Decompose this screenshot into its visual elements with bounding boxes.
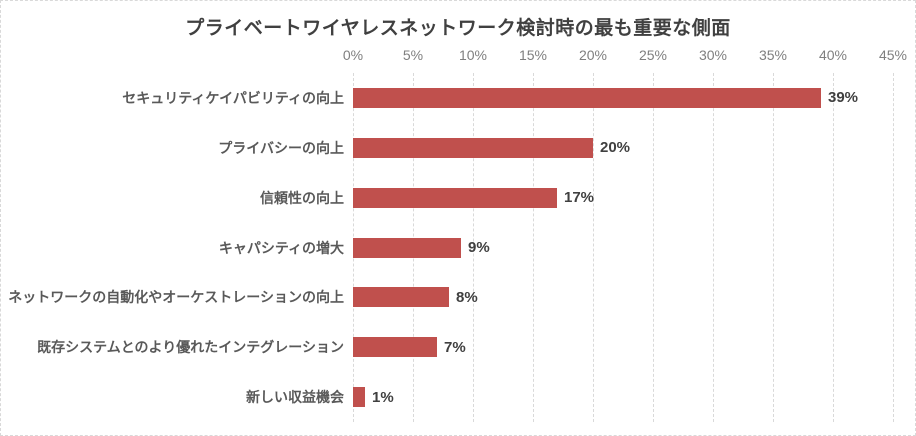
value-label: 39% [828, 89, 859, 107]
gridline [473, 73, 474, 422]
bar [353, 187, 557, 208]
gridline [713, 73, 714, 422]
x-axis-tick-label: 25% [638, 47, 668, 63]
bar-row: 信頼性の向上 17% [260, 173, 893, 223]
bar-row: 既存システムとのより優れたインテグレーション 7% [37, 322, 893, 372]
gridline [893, 73, 894, 422]
bar-row: セキュリティケイパビリティの向上 39% [122, 73, 893, 123]
chart-title: プライベートワイヤレスネットワーク検討時の最も重要な側面 [185, 18, 731, 39]
bar-row: 新しい収益機会 1% [246, 372, 893, 422]
gridline [833, 73, 834, 422]
bar [353, 337, 437, 358]
category-label: セキュリティケイパビリティの向上 [122, 89, 344, 106]
bar-row: ネットワークの自動化やオーケストレーションの向上 8% [8, 272, 893, 322]
category-label: プライバシーの向上 [218, 139, 344, 156]
value-label: 9% [468, 239, 490, 256]
gridline [533, 73, 534, 422]
x-axis-tick-label: 40% [818, 47, 848, 63]
x-axis-tick-label: 35% [758, 47, 788, 63]
value-label: 7% [444, 338, 466, 356]
x-axis-tick-label: 45% [878, 47, 908, 63]
bar-row: キャパシティの増大 9% [219, 223, 893, 273]
value-label: 20% [600, 139, 631, 157]
x-axis-tick-label: 20% [578, 47, 608, 63]
category-label: キャパシティの増大 [218, 239, 344, 256]
bar [353, 137, 593, 158]
value-label: 17% [564, 189, 595, 207]
value-label: 8% [456, 288, 478, 306]
x-axis-tick-label: 5% [402, 47, 424, 63]
bar-row: プライバシーの向上 20% [218, 123, 893, 173]
gridline [593, 73, 594, 422]
category-label: 既存システムとのより優れたインテグレーション [37, 339, 344, 356]
bar [353, 287, 449, 308]
x-axis-tick-label: 10% [458, 47, 488, 63]
x-axis-tick-label: 30% [698, 47, 728, 63]
x-axis-tick-label: 15% [518, 47, 548, 63]
bar-rows: セキュリティケイパビリティの向上 39% プライバシーの向上 20% 信頼性の向上 17%… [8, 73, 893, 422]
category-label: 新しい収益機会 [246, 389, 344, 406]
bar [353, 87, 821, 108]
gridline [773, 73, 774, 422]
x-axis-tick-label: 0% [342, 47, 364, 63]
category-label: 信頼性の向上 [260, 189, 344, 206]
plot-area: セキュリティケイパビリティの向上 39% プライバシーの向上 20% 信頼性の向上 17%… [8, 73, 894, 422]
value-label: 1% [371, 388, 394, 406]
category-label: ネットワークの自動化やオーケストレーションの向上 [8, 289, 344, 306]
x-axis: 0% 5% 10% 15% 20% 25% 30% 35% 40% 45% [343, 45, 907, 65]
bar [353, 237, 461, 258]
bar [353, 387, 365, 408]
gridline [653, 73, 654, 422]
